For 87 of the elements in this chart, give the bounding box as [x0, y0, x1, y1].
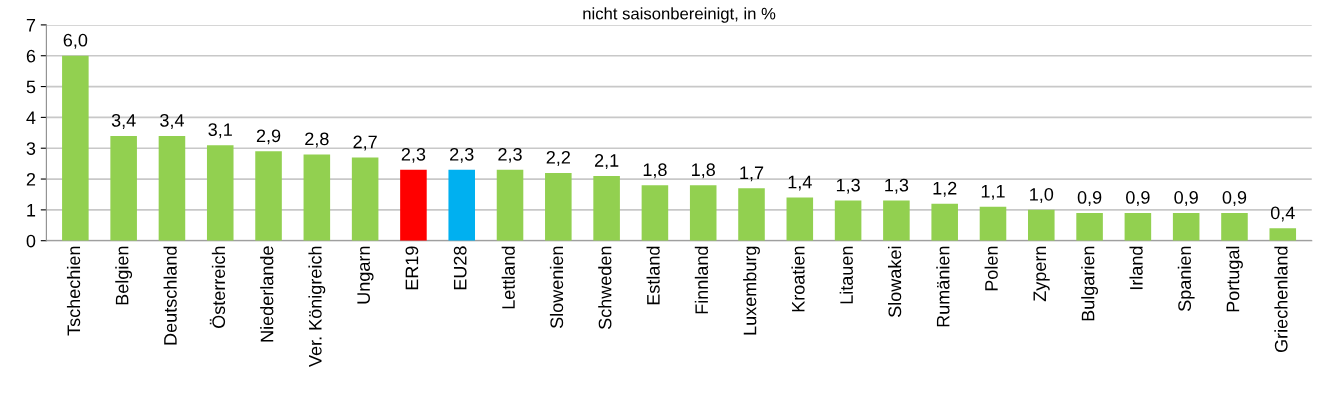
x-tick-label: EU28 [453, 246, 467, 290]
bar [1076, 212, 1103, 241]
y-tick-label: 2 [26, 172, 36, 186]
data-label: 0,9 [1174, 191, 1198, 206]
bar [979, 206, 1007, 241]
bar [689, 185, 717, 241]
x-tick-label: Niederlande [260, 246, 274, 342]
data-label: 2,8 [305, 132, 329, 148]
bar [786, 197, 814, 241]
x-tick-label: Luxemburg [743, 246, 760, 335]
bar [303, 154, 331, 241]
data-label: 1,4 [788, 175, 812, 191]
x-tick-label: Portugal [1226, 246, 1243, 312]
x-tick-label: Österreich [209, 246, 226, 328]
bar [545, 172, 572, 241]
x-tick-label: Ungarn [357, 246, 374, 304]
bar [62, 55, 89, 241]
bar [110, 135, 137, 241]
data-label: 2,7 [353, 135, 377, 151]
x-tick-label: Finnland [694, 246, 709, 314]
x-tick-label: Rumänien [936, 246, 950, 327]
x-tick-label: Ver. Königreich [308, 246, 326, 367]
x-tick-label: Belgien [115, 246, 133, 305]
data-label: 2,3 [450, 147, 474, 163]
data-label: 1,8 [643, 163, 667, 179]
data-label: 0,9 [1077, 191, 1102, 206]
data-label: 0,9 [1222, 191, 1247, 206]
data-label: 2,2 [546, 150, 570, 166]
bar [931, 203, 958, 241]
x-tick-label: Lettland [501, 246, 515, 309]
data-label: 3,4 [111, 113, 136, 129]
bar [883, 200, 910, 241]
y-tick-label: 6 [26, 49, 36, 63]
data-label: 1,3 [836, 178, 860, 194]
x-tick-label: Zypern [1033, 246, 1050, 302]
bar [158, 135, 186, 241]
x-tick-label: Polen [984, 246, 998, 291]
y-tick-label: 3 [26, 142, 36, 155]
bar [738, 188, 765, 241]
bar [1172, 212, 1200, 241]
x-tick-label: Tschechien [66, 246, 81, 336]
x-tick-label: ER19 [405, 246, 419, 290]
x-tick-label: Slowenien [549, 246, 564, 329]
x-tick-label: Schweden [598, 246, 612, 330]
bar [1028, 209, 1055, 241]
data-label: 1,8 [692, 163, 715, 179]
chart-title: nicht saisonbereinigt, in % [583, 7, 776, 23]
x-tick-label: Griechenland [1274, 246, 1288, 353]
bar [1221, 212, 1248, 241]
data-label: 1,1 [981, 185, 1005, 200]
bar [400, 169, 427, 241]
x-tick-label: Slowakei [887, 246, 902, 317]
x-tick-label: Spanien [1177, 246, 1195, 311]
bar [448, 169, 476, 241]
data-label: 2,3 [401, 147, 426, 163]
data-label: 2,9 [256, 129, 281, 145]
y-tick-label: 4 [26, 111, 36, 124]
data-label: 2,3 [498, 147, 522, 163]
data-label: 6,0 [63, 33, 88, 49]
data-label: 3,1 [208, 123, 232, 139]
y-tick-label: 7 [26, 19, 36, 32]
bar [255, 151, 282, 241]
data-label: 3,4 [160, 113, 184, 129]
data-label: 1,7 [740, 166, 764, 182]
data-label: 1,2 [933, 181, 957, 197]
bar [1269, 228, 1297, 241]
data-label: 2,1 [594, 154, 619, 169]
x-tick-label: Kroatien [791, 246, 805, 312]
data-label: 1,0 [1030, 187, 1054, 203]
data-label: 0,4 [1270, 206, 1295, 222]
data-label: 1,3 [885, 178, 909, 194]
y-tick-label: 0 [26, 234, 36, 248]
x-tick-label: Irland [1129, 246, 1143, 290]
x-tick-label: Litauen [839, 246, 853, 304]
bar [206, 145, 234, 241]
data-label: 0,9 [1126, 191, 1150, 206]
x-tick-label: Estland [646, 246, 660, 305]
bar [593, 175, 620, 241]
y-tick-label: 1 [27, 203, 36, 217]
bar [351, 157, 379, 241]
bar [834, 200, 862, 241]
x-tick-label: Bulgarien [1081, 246, 1098, 321]
x-tick-label: Deutschland [163, 246, 177, 345]
y-tick-label: 5 [26, 80, 36, 94]
bar [496, 169, 524, 241]
bar [641, 185, 669, 241]
bar [1124, 212, 1152, 241]
